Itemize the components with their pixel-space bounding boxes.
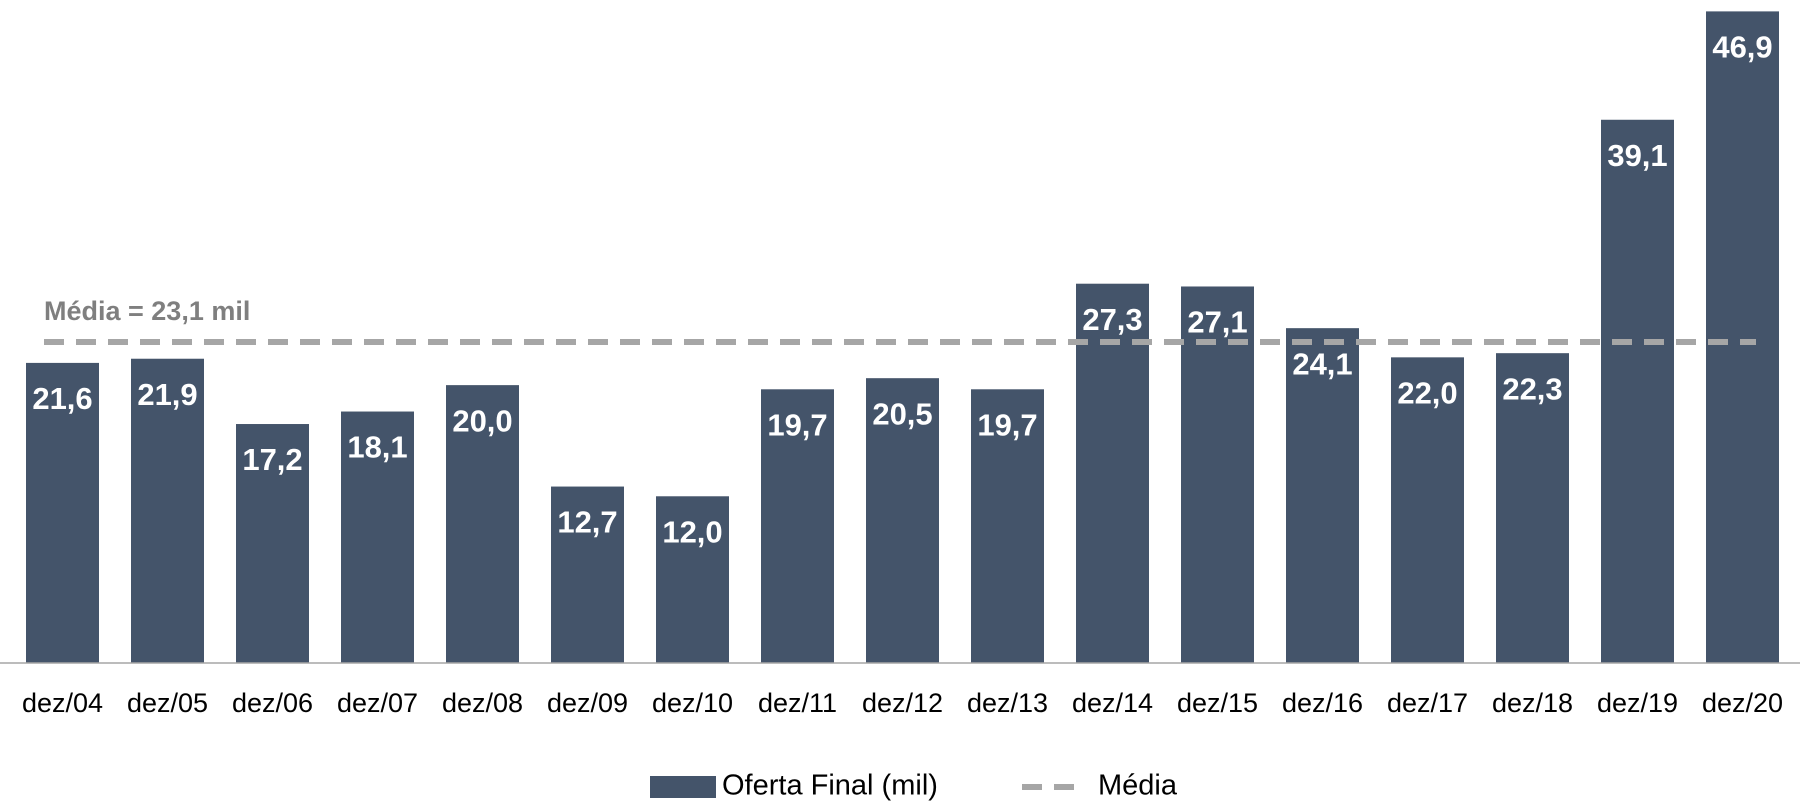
value-label: 22,0: [1397, 376, 1457, 411]
bar: [656, 496, 729, 663]
x-tick-label: dez/18: [1492, 688, 1573, 718]
x-tick-label: dez/04: [22, 688, 103, 718]
x-tick-label: dez/08: [442, 688, 523, 718]
x-tick-label: dez/12: [862, 688, 943, 718]
value-label: 19,7: [767, 407, 827, 442]
x-tick-label: dez/16: [1282, 688, 1363, 718]
bar: [236, 424, 309, 663]
bar: [26, 362, 99, 663]
value-label: 18,1: [347, 430, 407, 465]
value-label: 27,3: [1082, 302, 1142, 337]
x-tick-label: dez/20: [1702, 688, 1783, 718]
bar: [446, 385, 519, 663]
value-label: 39,1: [1607, 138, 1667, 173]
x-tick-label: dez/19: [1597, 688, 1678, 718]
bar: [1286, 328, 1359, 663]
bar: [1391, 357, 1464, 663]
value-label: 21,9: [137, 377, 197, 412]
value-label: 46,9: [1712, 30, 1772, 65]
x-tick-label: dez/07: [337, 688, 418, 718]
value-label: 24,1: [1292, 346, 1352, 381]
value-label: 19,7: [977, 407, 1037, 442]
bar: [761, 389, 834, 663]
x-tick-label: dez/06: [232, 688, 313, 718]
bar: [341, 411, 414, 663]
value-label: 17,2: [242, 442, 302, 477]
legend-swatch: [650, 776, 716, 798]
value-label: 21,6: [32, 381, 92, 416]
legend-label: Oferta Final (mil): [722, 770, 938, 802]
legend-label: Média: [1098, 770, 1178, 802]
bar: [551, 486, 624, 663]
value-label: 22,3: [1502, 371, 1562, 406]
bar: [1181, 286, 1254, 663]
value-label: 20,0: [452, 403, 512, 438]
x-tick-label: dez/05: [127, 688, 208, 718]
reference-label: Média = 23,1 mil: [44, 296, 250, 326]
x-tick-label: dez/15: [1177, 688, 1258, 718]
x-tick-label: dez/11: [758, 688, 837, 718]
bar: [866, 378, 939, 663]
x-tick-label: dez/10: [652, 688, 733, 718]
value-label: 27,1: [1187, 305, 1247, 340]
bar: [131, 358, 204, 663]
value-label: 20,5: [872, 396, 932, 431]
x-tick-label: dez/14: [1072, 688, 1153, 718]
bar: [1601, 119, 1674, 663]
bar: [971, 389, 1044, 663]
x-tick-label: dez/09: [547, 688, 628, 718]
value-label: 12,7: [557, 505, 617, 540]
bar: [1076, 283, 1149, 663]
bar: [1706, 11, 1779, 664]
x-tick-label: dez/17: [1387, 688, 1468, 718]
x-tick-label: dez/13: [967, 688, 1048, 718]
bar: [1496, 353, 1569, 663]
value-label: 12,0: [662, 514, 722, 549]
